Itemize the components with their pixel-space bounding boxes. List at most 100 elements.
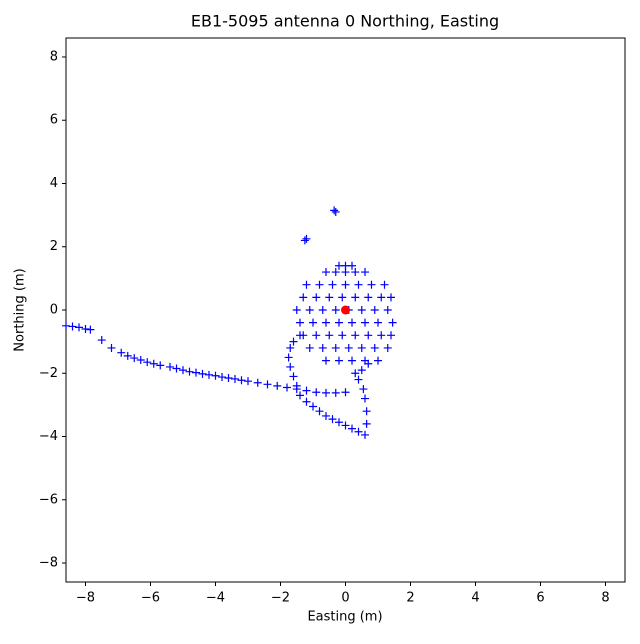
point <box>380 280 389 289</box>
point <box>253 378 262 387</box>
point <box>387 293 395 302</box>
x-tick-label: 8 <box>601 591 609 606</box>
y-tick-label: −8 <box>39 556 58 571</box>
point <box>348 356 356 365</box>
point <box>305 343 314 352</box>
point <box>292 381 301 390</box>
point <box>351 293 360 302</box>
point <box>351 268 360 277</box>
point <box>364 331 373 340</box>
point <box>374 318 382 327</box>
point <box>143 358 152 367</box>
point <box>322 388 330 397</box>
point <box>357 306 366 314</box>
point <box>357 343 366 352</box>
point <box>331 268 340 277</box>
point <box>286 343 295 352</box>
y-tick-label: 2 <box>50 239 58 254</box>
point <box>335 418 343 427</box>
point <box>322 318 330 327</box>
point <box>331 343 340 352</box>
point <box>299 293 308 302</box>
y-tick-label: −4 <box>39 429 58 444</box>
point <box>374 356 382 365</box>
x-tick-label: 6 <box>536 591 544 606</box>
point <box>302 280 311 289</box>
point <box>296 318 304 327</box>
point <box>361 394 369 403</box>
point <box>322 268 330 277</box>
point <box>286 362 295 371</box>
point <box>341 421 350 430</box>
point <box>370 306 379 314</box>
point <box>224 374 233 382</box>
point <box>387 331 395 340</box>
point <box>315 280 324 289</box>
point <box>357 366 366 375</box>
point <box>364 293 373 302</box>
point <box>149 359 158 368</box>
point <box>348 318 356 327</box>
point <box>283 383 291 392</box>
point <box>263 380 272 389</box>
point <box>359 385 368 394</box>
point <box>302 386 311 395</box>
point <box>361 430 369 439</box>
point <box>370 343 379 352</box>
point <box>344 343 353 352</box>
point <box>312 331 321 340</box>
point <box>289 372 298 381</box>
y-tick-label: 8 <box>50 49 58 64</box>
point <box>341 388 350 397</box>
point <box>75 323 83 332</box>
point <box>302 234 311 243</box>
point <box>284 353 293 362</box>
point <box>97 336 106 345</box>
point <box>218 373 226 382</box>
point <box>81 324 90 333</box>
point <box>361 268 369 277</box>
point <box>354 280 363 289</box>
point <box>179 366 187 375</box>
point <box>68 322 77 331</box>
x-tick-label: −4 <box>206 591 225 606</box>
point <box>325 293 334 302</box>
x-tick-label: 2 <box>406 591 414 606</box>
point <box>86 325 95 334</box>
point <box>383 343 392 352</box>
point <box>172 364 181 373</box>
point <box>377 331 386 340</box>
point <box>354 427 363 436</box>
point <box>107 343 116 352</box>
point <box>130 354 139 363</box>
point <box>273 381 282 390</box>
point <box>156 361 165 370</box>
point <box>302 397 311 406</box>
point <box>292 306 301 314</box>
point <box>348 424 356 433</box>
point <box>335 356 343 365</box>
y-tick-label: 6 <box>50 113 58 128</box>
point <box>362 407 371 416</box>
point <box>192 368 200 377</box>
point <box>136 355 145 364</box>
point <box>328 415 337 424</box>
point <box>351 331 360 340</box>
point <box>299 331 308 340</box>
point <box>338 331 347 340</box>
point <box>296 391 304 400</box>
x-tick-label: 0 <box>341 591 349 606</box>
x-tick-label: 4 <box>471 591 479 606</box>
point <box>322 356 330 365</box>
point <box>377 293 386 302</box>
point <box>331 306 340 314</box>
point <box>361 318 369 327</box>
x-tick-label: −2 <box>271 591 290 606</box>
point <box>62 321 70 330</box>
point <box>322 411 330 420</box>
y-tick-label: 0 <box>50 303 58 318</box>
point <box>331 207 340 216</box>
point <box>331 388 340 397</box>
point <box>361 356 369 365</box>
point <box>328 280 337 289</box>
